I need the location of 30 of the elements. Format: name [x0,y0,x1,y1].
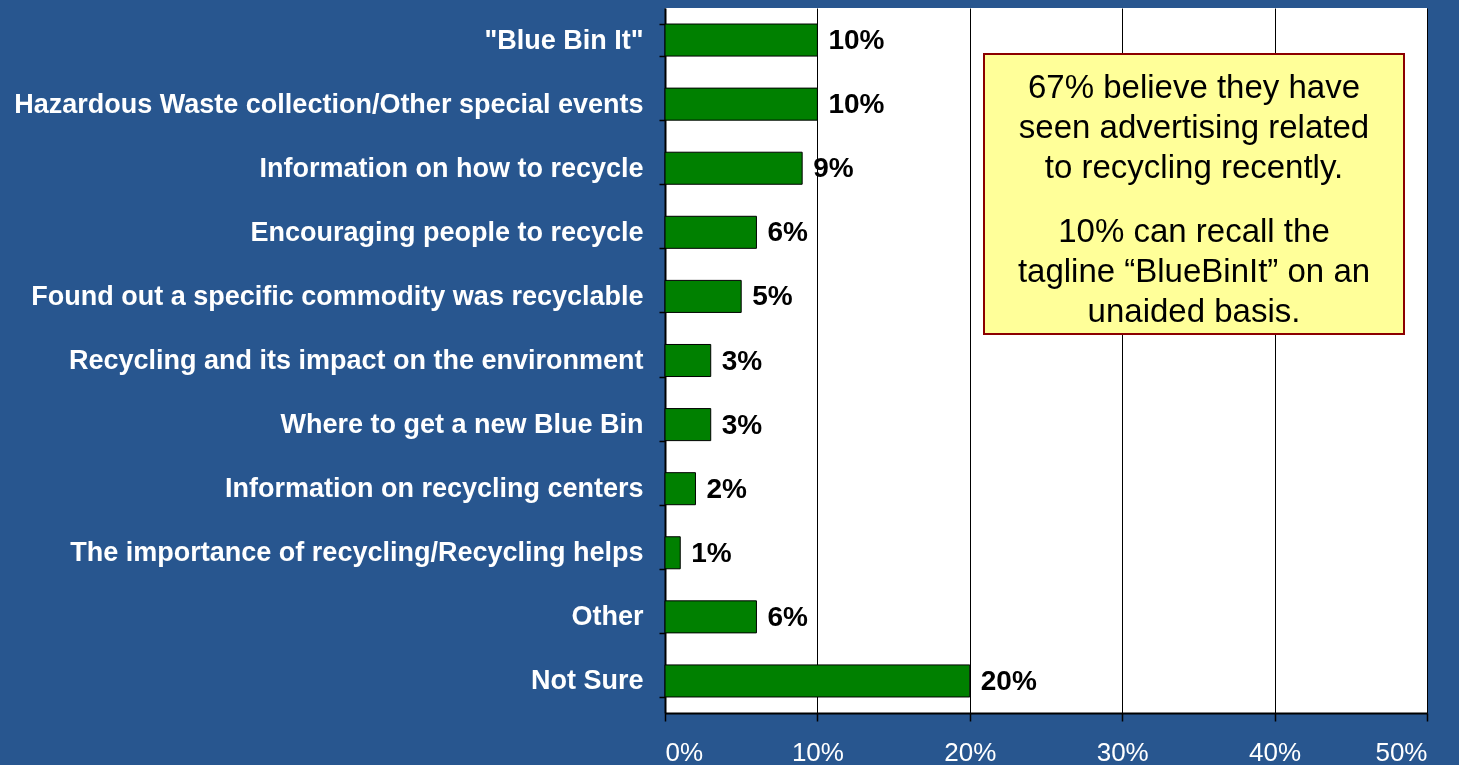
data-label: 20% [980,664,1037,696]
y-tick-label: Hazardous Waste collection/Other special events [14,88,644,119]
callout-box: 67% believe they have seen advertising related to recycling recently. 10% can recall the tagline “BlueBinIt” on an unaided basis. [983,53,1405,335]
x-tick-label: 50% [1375,736,1428,765]
data-label: 10% [828,88,885,120]
data-label: 3% [721,408,763,440]
x-tick-label: 10% [791,736,844,765]
data-label: 1% [691,536,732,568]
data-label: 6% [767,216,809,248]
x-tick-label: 20% [944,736,997,765]
x-tick-label: 40% [1249,736,1302,765]
y-tick-label: Found out a specific commodity was recyclable [31,280,644,311]
data-label: 3% [721,344,763,376]
y-tick-label: Not Sure [530,665,644,696]
data-label: 2% [706,472,748,504]
y-tick-label: Information on recycling centers [224,473,644,504]
y-tick-label: Encouraging people to recycle [250,216,644,247]
y-tick-label: Other [571,601,644,632]
data-label: 10% [828,24,885,56]
x-tick-label: 0% [665,736,704,765]
annotation: 67% believe they have seen advertising related to recycling recently. [1017,67,1371,187]
y-tick-label: Where to get a new Blue Bin [280,409,644,440]
annotation: 10% can recall the tagline “BlueBinIt” on an unaided basis. [1016,211,1372,331]
y-tick-label: The importance of recycling/Recycling helps [70,537,644,568]
data-label: 6% [767,600,809,632]
data-label: 5% [752,280,793,312]
y-tick-label: Information on how to recycle [259,152,644,183]
x-tick-label: 30% [1096,736,1149,765]
y-tick-label: Recycling and its impact on the environment [68,345,644,375]
y-tick-label: "Blue Bin It" [484,24,644,55]
